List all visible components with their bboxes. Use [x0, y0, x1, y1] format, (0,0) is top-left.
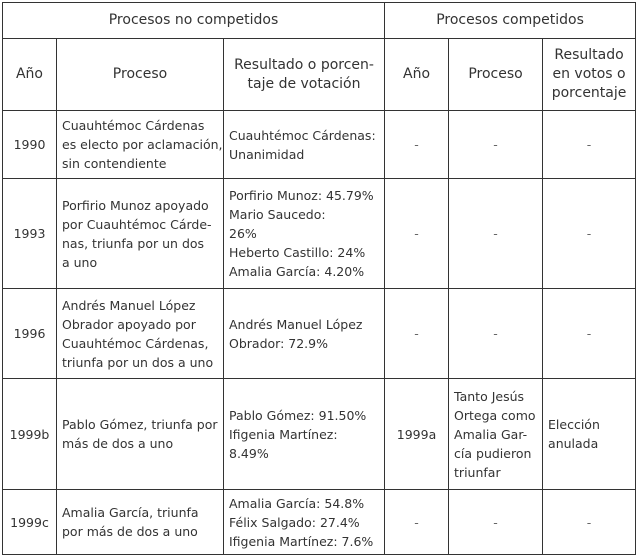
competitive-year-cell: - [384, 110, 450, 179]
competitive-process-cell: Tanto Jesús Ortega como Amalia Gar- cía … [448, 378, 544, 490]
competitive-process-line: cía pudieron [454, 445, 532, 461]
result-line: Ifigenia Martínez: [229, 426, 338, 442]
year-cell: 1990 [2, 110, 57, 179]
process-cell: Amalia García, triunfa por más de dos a … [56, 489, 224, 555]
competitive-result-cell: - [542, 110, 637, 179]
result-line: Pablo Gómez: 91.50% [229, 407, 367, 423]
result-line: Porfirio Munoz: 45.79% [229, 188, 374, 203]
result-line: Andrés Manuel López [229, 316, 363, 332]
process-line: Pablo Gómez, triunfa por [62, 417, 218, 432]
table-row: 1999c Amalia García, triunfa por más de … [2, 489, 637, 555]
competitive-year-cell: - [384, 288, 450, 379]
process-cell: Pablo Gómez, triunfa por más de dos a un… [56, 378, 224, 490]
process-line: nas, triunfa por un dos [62, 235, 205, 251]
header-year-nc: Año [2, 38, 57, 111]
result-line: Cuauhtémoc Cárdenas: [229, 127, 376, 143]
competitive-result-line: anulada [548, 436, 599, 451]
process-cell: Cuauhtémoc Cárdenas es electo por aclama… [56, 110, 224, 179]
process-line: Obrador apoyado por [62, 316, 196, 332]
competitive-result-cell: - [542, 489, 637, 555]
header-result-nc-line: taje de votación [247, 75, 361, 92]
result-cell: Andrés Manuel López Obrador: 72.9% [222, 288, 386, 379]
competitive-result-cell: Elección anulada [542, 378, 637, 490]
competitive-process-line: Ortega como [454, 407, 536, 423]
competitive-process-line: triunfar [454, 464, 501, 480]
header-process-nc: Proceso [56, 38, 224, 111]
result-cell: Amalia García: 54.8% Félix Salgado: 27.4… [222, 489, 386, 555]
header-year-c: Año [384, 38, 450, 111]
header-result-c: Resultado en votos o porcentaje [542, 38, 637, 111]
process-line: Andrés Manuel López [62, 297, 196, 313]
competitive-year-cell: 1999a [384, 378, 450, 490]
year-cell: 1996 [2, 288, 57, 379]
header-result-nc: Resultado o porcen- taje de votación [222, 38, 386, 111]
table-row: 1990 Cuauhtémoc Cárdenas es electo por a… [2, 110, 637, 179]
year-cell: 1993 [2, 178, 57, 289]
group-header-competitive: Procesos competidos [384, 2, 637, 39]
result-line: Amalia García: 54.8% [229, 495, 365, 511]
result-line: Mario Saucedo: [229, 207, 326, 222]
process-line: por Cuauhtémoc Cárde- [62, 216, 212, 232]
process-line: a uno [62, 254, 98, 270]
year-cell: 1999b [2, 378, 57, 490]
competitive-year-cell: - [384, 489, 450, 555]
group-header-non-competitive: Procesos no competidos [1, 2, 386, 39]
process-line: Cuauhtémoc Cárdenas, [62, 335, 209, 351]
result-line: Unanimidad [229, 146, 305, 162]
process-line: Cuauhtémoc Cárdenas [62, 118, 205, 133]
competitive-process-cell: - [448, 288, 544, 379]
result-line: Félix Salgado: 27.4% [229, 514, 360, 530]
result-cell: Pablo Gómez: 91.50% Ifigenia Martínez: 8… [222, 378, 386, 490]
competitive-process-cell: - [448, 489, 544, 555]
competitive-process-cell: - [448, 178, 544, 289]
competitive-process-line: Amalia Gar- [454, 426, 528, 442]
competitive-result-cell: - [542, 288, 637, 379]
competitive-year-cell: - [384, 178, 450, 289]
header-result-c-line: porcentaje [551, 85, 627, 101]
process-line: triunfa por un dos a uno [62, 354, 214, 370]
result-cell: Cuauhtémoc Cárdenas: Unanimidad [222, 110, 386, 179]
competitive-result-cell: - [542, 178, 637, 289]
process-cell: Porfirio Munoz apoyado por Cuauhtémoc Cá… [56, 178, 224, 289]
competitive-result-line: Elección [548, 417, 600, 432]
process-line: sin contendiente [62, 156, 167, 171]
process-line: por más de dos a uno [62, 524, 198, 539]
year-cell: 1999c [2, 489, 57, 555]
table-row: 1999b Pablo Gómez, triunfa por más de do… [2, 378, 637, 490]
result-line: 8.49% [229, 445, 269, 461]
result-cell: Porfirio Munoz: 45.79% Mario Saucedo: 26… [222, 178, 386, 289]
process-line: es electo por aclamación, [62, 137, 223, 152]
process-line: Porfirio Munoz apoyado [62, 197, 209, 213]
result-line: Amalia García: 4.20% [229, 264, 365, 279]
header-process-c: Proceso [448, 38, 544, 111]
process-cell: Andrés Manuel López Obrador apoyado por … [56, 288, 224, 379]
header-result-c-line: en votos o [552, 66, 626, 82]
competitive-process-cell: - [448, 110, 544, 179]
result-line: Heberto Castillo: 24% [229, 245, 366, 260]
process-line: Amalia García, triunfa [62, 505, 199, 520]
header-result-nc-line: Resultado o porcen- [234, 56, 374, 73]
competitive-process-line: Tanto Jesús [454, 388, 525, 404]
process-line: más de dos a uno [62, 436, 174, 451]
header-result-c-line: Resultado [554, 47, 624, 63]
table-row: 1993 Porfirio Munoz apoyado por Cuauhtém… [2, 178, 637, 289]
result-line: Obrador: 72.9% [229, 335, 328, 351]
table-row: 1996 Andrés Manuel López Obrador apoyado… [2, 288, 637, 379]
result-line: 26% [229, 226, 257, 241]
result-line: Ifigenia Martínez: 7.6% [229, 533, 374, 549]
